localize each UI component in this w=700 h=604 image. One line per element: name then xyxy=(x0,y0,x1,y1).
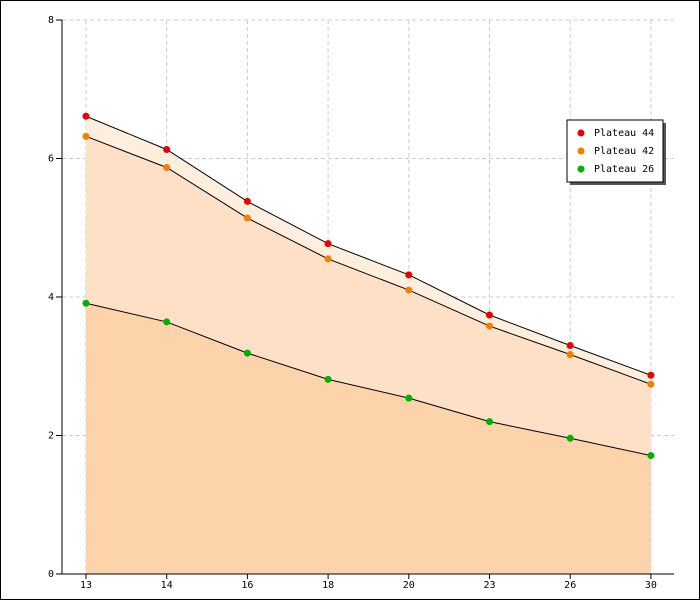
line xyxy=(85,135,652,385)
point xyxy=(405,286,413,294)
point xyxy=(82,299,90,307)
point xyxy=(405,271,413,279)
area xyxy=(86,303,651,574)
point xyxy=(243,214,251,222)
y-tick-label: 0 xyxy=(48,569,54,580)
x-tick-label: 23 xyxy=(483,580,495,591)
x-tick-label: 26 xyxy=(564,580,576,591)
y-tick-label: 4 xyxy=(48,292,54,303)
x-tick-label: 30 xyxy=(645,580,657,591)
point xyxy=(243,349,251,357)
point xyxy=(486,418,493,426)
point xyxy=(324,240,332,248)
x-tick-label: 14 xyxy=(161,580,173,591)
point xyxy=(163,145,171,153)
point xyxy=(566,434,574,442)
x-tick-label: 18 xyxy=(322,580,334,591)
point xyxy=(486,322,493,330)
point xyxy=(324,255,332,263)
legend-marker xyxy=(577,147,585,155)
point xyxy=(647,371,655,379)
legend-marker xyxy=(577,129,585,137)
line xyxy=(85,302,652,457)
point xyxy=(405,394,413,402)
legend-label: Plateau 42 xyxy=(594,146,654,157)
point xyxy=(82,132,90,140)
x-tick-label: 13 xyxy=(80,580,92,591)
x-tick-label: 16 xyxy=(241,580,253,591)
point xyxy=(82,112,90,120)
legend-label: Plateau 44 xyxy=(594,128,654,139)
line xyxy=(85,115,652,376)
x-tick-label: 20 xyxy=(403,580,415,591)
point xyxy=(243,197,251,205)
point xyxy=(163,318,171,326)
y-tick-label: 8 xyxy=(48,15,54,26)
point xyxy=(486,311,493,319)
point xyxy=(647,452,655,460)
y-tick-label: 2 xyxy=(48,431,54,442)
point xyxy=(647,380,655,388)
point xyxy=(566,350,574,358)
legend-label: Plateau 26 xyxy=(594,164,654,175)
legend-marker xyxy=(577,165,585,173)
point xyxy=(324,375,332,383)
y-tick-label: 6 xyxy=(48,154,54,165)
point xyxy=(566,341,574,349)
point xyxy=(163,164,171,172)
